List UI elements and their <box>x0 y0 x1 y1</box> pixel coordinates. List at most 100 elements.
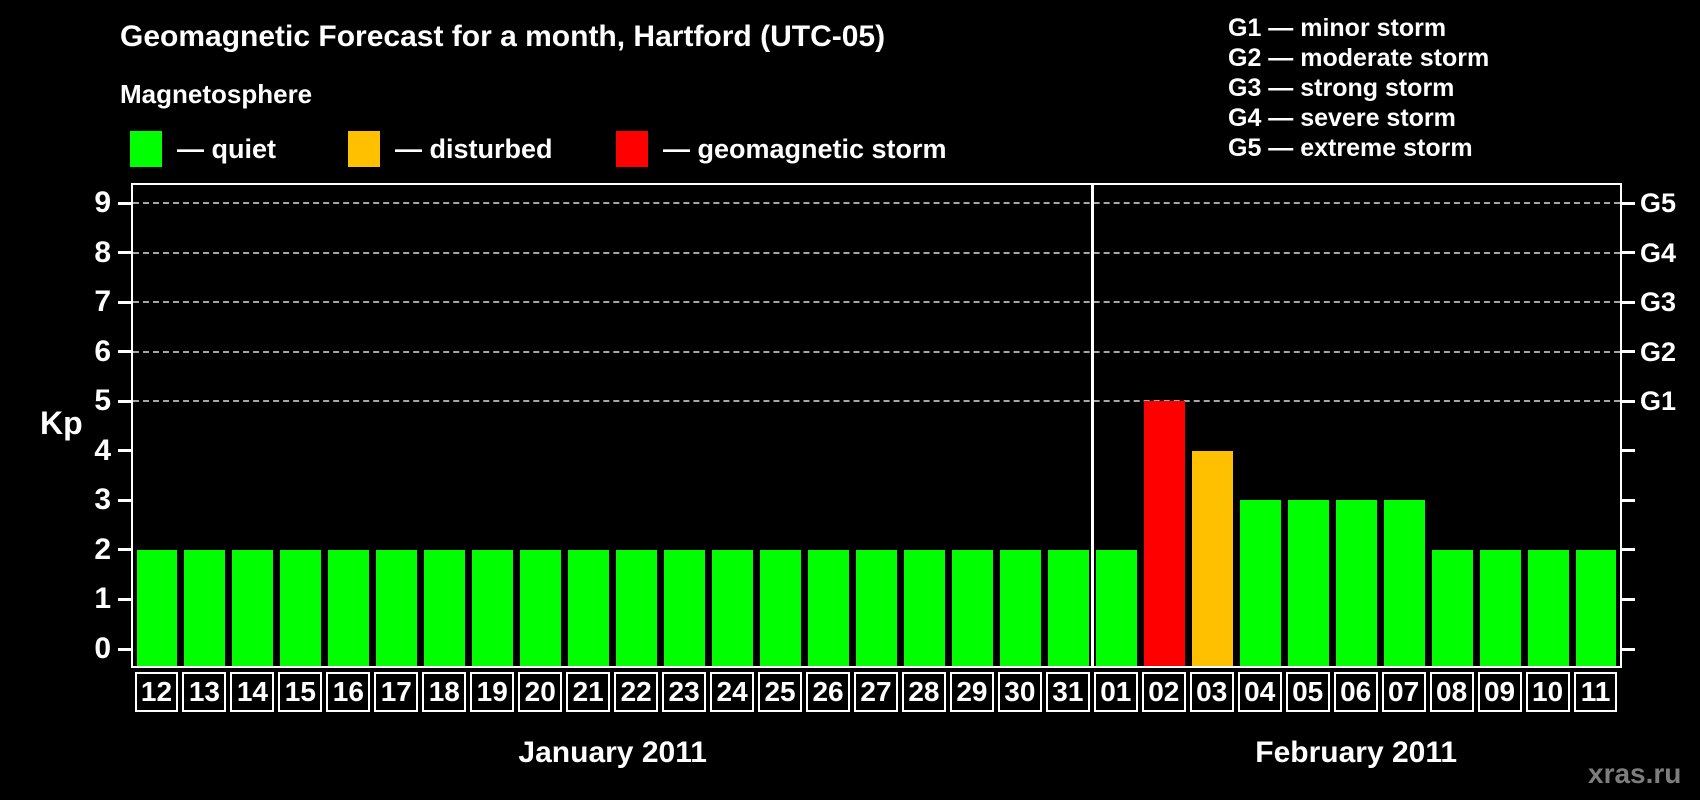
day-label-10: 10 <box>1525 672 1570 712</box>
day-label-12: 12 <box>134 672 179 712</box>
day-label-24: 24 <box>710 672 755 712</box>
day-label-15: 15 <box>278 672 323 712</box>
y-tick-label: 7 <box>94 285 111 319</box>
kp-bar-day-03 <box>1191 450 1233 666</box>
kp-bar-day-07 <box>1383 500 1425 666</box>
gridline-kp-5 <box>133 400 1620 403</box>
day-label-13: 13 <box>182 672 227 712</box>
month-label: January 2011 <box>518 736 707 769</box>
y-tick-label: 8 <box>94 235 111 269</box>
kp-bar-day-26 <box>808 549 849 666</box>
y-tick-right <box>1622 350 1635 354</box>
y-tick-right <box>1622 647 1635 651</box>
storm-scale-item-g5: G5 — extreme storm <box>1228 134 1473 162</box>
magnetosphere-legend: — quiet — disturbed — geomagnetic storm <box>0 130 1700 170</box>
y-tick-left <box>118 201 131 205</box>
day-label-06: 06 <box>1333 672 1378 712</box>
kp-bar-day-05 <box>1287 500 1329 666</box>
kp-bar-day-02 <box>1143 401 1185 666</box>
legend-item-disturbed: — disturbed <box>348 130 553 168</box>
y-tick-right <box>1622 300 1635 304</box>
right-axis-label-g2: G2 <box>1640 336 1677 367</box>
kp-bar-day-13 <box>184 549 226 666</box>
y-tick-left <box>118 300 131 304</box>
day-label-03: 03 <box>1189 672 1234 712</box>
kp-bar-day-15 <box>280 549 322 666</box>
storm-scale-item-g3: G3 — strong storm <box>1228 74 1455 102</box>
kp-bar-day-10 <box>1527 549 1569 666</box>
kp-bar-day-28 <box>903 549 945 666</box>
storm-color-swatch <box>616 131 648 167</box>
chart-title: Geomagnetic Forecast for a month, Hartfo… <box>120 20 886 53</box>
kp-bar-day-31 <box>1047 549 1089 666</box>
kp-bar-day-01 <box>1095 549 1137 666</box>
month-label: February 2011 <box>1255 736 1458 769</box>
gridline-kp-6 <box>133 350 1620 353</box>
right-axis-label-g1: G1 <box>1640 386 1677 417</box>
day-label-31: 31 <box>1045 672 1090 712</box>
day-label-19: 19 <box>470 672 515 712</box>
magnetosphere-legend-heading: Magnetosphere <box>120 79 313 109</box>
right-axis-label-g4: G4 <box>1640 237 1677 268</box>
day-label-01: 01 <box>1093 672 1138 712</box>
kp-bar-day-09 <box>1479 549 1521 666</box>
storm-scale-item-g1: G1 — minor storm <box>1228 14 1447 42</box>
plot-inner: 0 1 2 3 4 5 6 7 8 9 G1 G2 G3 G4 G5 <box>94 185 1676 666</box>
kp-bar-day-30 <box>999 549 1041 666</box>
kp-bar-day-17 <box>376 549 418 666</box>
day-label-09: 09 <box>1477 672 1522 712</box>
kp-bar-day-06 <box>1335 500 1377 666</box>
y-tick-right <box>1622 201 1635 205</box>
y-tick-left <box>118 548 131 552</box>
day-label-28: 28 <box>901 672 946 712</box>
y-tick-right <box>1622 548 1635 552</box>
day-label-23: 23 <box>662 672 707 712</box>
y-tick-left <box>118 498 131 502</box>
kp-bar-day-14 <box>232 549 274 666</box>
y-tick-label: 3 <box>94 483 111 517</box>
y-tick-left <box>118 399 131 403</box>
y-tick-label: 5 <box>94 384 111 418</box>
y-tick-right <box>1622 597 1635 601</box>
kp-bar-day-27 <box>856 549 897 666</box>
day-label-08: 08 <box>1429 672 1474 712</box>
day-label-22: 22 <box>614 672 659 712</box>
y-tick-right <box>1622 498 1635 502</box>
gridline-kp-8 <box>133 251 1620 254</box>
day-label-11: 11 <box>1573 672 1618 712</box>
day-label-16: 16 <box>326 672 371 712</box>
kp-bar-day-24 <box>712 549 754 666</box>
y-tick-right <box>1622 251 1635 255</box>
kp-bar-day-22 <box>616 549 658 666</box>
legend-item-quiet-label: — quiet <box>177 133 276 164</box>
kp-bar-day-04 <box>1239 500 1281 666</box>
y-tick-left <box>118 251 131 255</box>
right-axis-label-g5: G5 <box>1640 188 1677 218</box>
y-tick-left <box>118 449 131 453</box>
y-tick-left <box>118 597 131 601</box>
storm-scale-legend: G1 — minor storm G2 — moderate storm G3 … <box>1228 13 1489 163</box>
plot-area: 0 1 2 3 4 5 6 7 8 9 G1 G2 G3 G4 G5 <box>94 183 1676 668</box>
day-label-04: 04 <box>1237 672 1282 712</box>
quiet-color-swatch <box>130 131 162 167</box>
day-label-07: 07 <box>1381 672 1426 712</box>
day-label-05: 05 <box>1285 672 1330 712</box>
day-label-17: 17 <box>374 672 419 712</box>
y-tick-label: 0 <box>94 632 111 665</box>
x-axis-day-labels: 12 13 14 15 16 17 18 19 20 21 22 23 24 25 26 27 28 29 30 31… <box>133 672 1620 716</box>
y-tick-right <box>1622 399 1635 403</box>
gridline-kp-7 <box>133 301 1620 304</box>
kp-bar-day-12 <box>136 549 178 666</box>
storm-scale-item-g2: G2 — moderate storm <box>1228 44 1490 72</box>
y-axis-title: Kp <box>40 405 83 441</box>
kp-bar-day-16 <box>328 549 370 666</box>
day-label-18: 18 <box>422 672 467 712</box>
kp-bar-day-11 <box>1575 549 1617 666</box>
day-label-21: 21 <box>566 672 611 712</box>
disturbed-color-swatch <box>348 131 380 167</box>
legend-item-disturbed-label: — disturbed <box>395 133 553 164</box>
kp-bar-day-08 <box>1431 549 1473 666</box>
y-tick-label: 2 <box>94 532 111 566</box>
gridline-kp-9 <box>133 202 1620 204</box>
